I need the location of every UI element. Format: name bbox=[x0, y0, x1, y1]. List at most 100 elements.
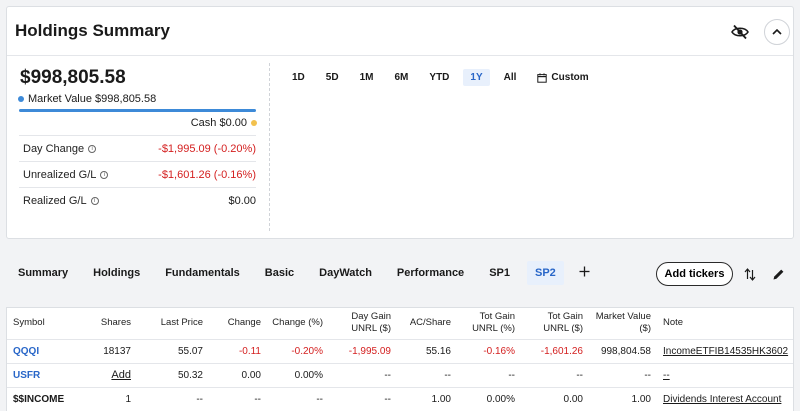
view-tabs: Summary Holdings Fundamentals Basic DayW… bbox=[10, 260, 596, 286]
allocation-bar bbox=[19, 109, 256, 112]
tot-gain-pct-cell: -- bbox=[457, 362, 521, 387]
last-price-cell: 55.07 bbox=[137, 338, 209, 363]
column-header[interactable]: Change (%) bbox=[272, 317, 323, 329]
market-value-legend: Market Value $998,805.58 bbox=[18, 93, 156, 105]
column-header[interactable]: Market Value ($) bbox=[595, 311, 651, 335]
symbol-link[interactable]: USFR bbox=[13, 369, 41, 381]
add-tickers-button[interactable]: Add tickers bbox=[656, 262, 733, 286]
metric-label: Realized G/L bbox=[23, 194, 87, 207]
range-1d[interactable]: 1D bbox=[292, 72, 305, 83]
note-link[interactable]: -- bbox=[663, 369, 670, 381]
cash-label: Cash $0.00 bbox=[190, 117, 247, 129]
total-value: $998,805.58 bbox=[20, 67, 126, 88]
change-cell: 0.00 bbox=[209, 362, 267, 387]
market-value-cell: 1.00 bbox=[589, 386, 657, 411]
page-title: Holdings Summary bbox=[15, 21, 170, 40]
note-link[interactable]: IncomeETFIB14535HK3602 bbox=[663, 345, 789, 357]
column-header[interactable]: AC/Share bbox=[409, 317, 451, 329]
custom-range-label: Custom bbox=[551, 72, 589, 83]
ac-share-cell: 1.00 bbox=[397, 386, 457, 411]
range-ytd[interactable]: YTD bbox=[429, 72, 450, 83]
collapse-button[interactable] bbox=[764, 19, 790, 45]
tab-daywatch[interactable]: DayWatch bbox=[319, 267, 372, 279]
range-6m[interactable]: 6M bbox=[394, 72, 409, 83]
tot-gain-cell: -1,601.26 bbox=[521, 338, 589, 363]
cash-dot bbox=[251, 120, 257, 126]
shares-cell: 1 bbox=[79, 386, 137, 411]
calendar-icon bbox=[537, 72, 548, 83]
tab-sp1[interactable]: SP1 bbox=[489, 267, 510, 279]
add-tab-button[interactable] bbox=[573, 264, 596, 282]
column-header[interactable]: Tot Gain UNRL ($) bbox=[543, 311, 583, 335]
pencil-icon bbox=[773, 269, 783, 279]
day-gain-cell: -- bbox=[329, 386, 397, 411]
column-header[interactable]: Symbol bbox=[13, 317, 45, 329]
column-header[interactable]: Last Price bbox=[160, 317, 203, 329]
table-row: USFR Add 50.32 0.00 0.00% -- -- -- -- --… bbox=[7, 362, 793, 387]
market-value-cell: -- bbox=[589, 362, 657, 387]
ac-share-cell: -- bbox=[397, 362, 457, 387]
tab-holdings[interactable]: Holdings bbox=[93, 267, 141, 279]
column-header[interactable]: Day Gain UNRL ($) bbox=[351, 311, 391, 335]
info-icon[interactable]: i bbox=[90, 196, 99, 205]
holdings-table-card: Symbol Shares Last Price Change Change (… bbox=[6, 307, 794, 411]
column-header[interactable]: Change bbox=[227, 317, 261, 329]
cash-legend: Cash $0.00 bbox=[19, 117, 257, 129]
tot-gain-pct-cell: -0.16% bbox=[457, 338, 521, 363]
range-1y[interactable]: 1Y bbox=[463, 69, 490, 86]
chevron-up-icon bbox=[772, 29, 782, 35]
time-range-selector: 1D 5D 1M 6M YTD 1Y All Custom bbox=[285, 69, 596, 86]
sort-arrows-icon bbox=[744, 267, 756, 281]
sort-button[interactable] bbox=[742, 266, 758, 282]
eye-slash-icon bbox=[731, 24, 749, 40]
symbol-link[interactable]: QQQI bbox=[13, 345, 40, 357]
shares-cell: 18137 bbox=[79, 338, 137, 363]
column-header[interactable]: Note bbox=[663, 317, 684, 329]
metric-realized-gl: Realized G/L i $0.00 bbox=[19, 187, 256, 213]
market-value-label: Market Value $998,805.58 bbox=[28, 93, 157, 105]
tot-gain-cell: 0.00 bbox=[521, 386, 589, 411]
metric-value: -$1,601.26 (-0.16%) bbox=[158, 168, 256, 181]
holdings-summary-card: Holdings Summary $998,805.58 Market Valu… bbox=[6, 6, 794, 239]
plus-icon bbox=[579, 266, 590, 277]
tab-sp2[interactable]: SP2 bbox=[526, 261, 564, 285]
note-link[interactable]: Dividends Interest Account bbox=[663, 393, 782, 405]
tot-gain-cell: -- bbox=[521, 362, 589, 387]
last-price-cell: -- bbox=[137, 386, 209, 411]
ac-share-cell: 55.16 bbox=[397, 338, 457, 363]
tab-basic[interactable]: Basic bbox=[264, 267, 295, 279]
divider bbox=[7, 55, 793, 56]
market-value-dot bbox=[18, 96, 24, 102]
range-all[interactable]: All bbox=[503, 72, 517, 83]
market-value-cell: 998,804.58 bbox=[589, 338, 657, 363]
range-custom[interactable]: Custom bbox=[530, 69, 595, 86]
change-cell: -0.11 bbox=[209, 338, 267, 363]
range-5d[interactable]: 5D bbox=[325, 72, 339, 83]
range-1m[interactable]: 1M bbox=[359, 72, 374, 83]
table-row: QQQI 18137 55.07 -0.11 -0.20% -1,995.09 … bbox=[7, 338, 793, 363]
table-row: $$INCOME 1 -- -- -- -- 1.00 0.00% 0.00 1… bbox=[7, 386, 793, 411]
metric-value: $0.00 bbox=[228, 194, 256, 207]
change-cell: -- bbox=[209, 386, 267, 411]
tab-summary[interactable]: Summary bbox=[18, 267, 69, 279]
column-header[interactable]: Tot Gain UNRL (%) bbox=[472, 311, 515, 335]
info-icon[interactable]: i bbox=[100, 170, 109, 179]
change-pct-cell: 0.00% bbox=[267, 362, 329, 387]
add-shares-link[interactable]: Add bbox=[111, 369, 131, 381]
column-header[interactable]: Shares bbox=[100, 317, 131, 329]
metric-value: -$1,995.09 (-0.20%) bbox=[158, 142, 256, 155]
metric-label: Day Change bbox=[23, 142, 85, 155]
metric-unrealized-gl: Unrealized G/L i -$1,601.26 (-0.16%) bbox=[19, 161, 256, 187]
change-pct-cell: -- bbox=[267, 386, 329, 411]
last-price-cell: 50.32 bbox=[137, 362, 209, 387]
edit-button[interactable] bbox=[770, 266, 786, 282]
day-gain-cell: -- bbox=[329, 362, 397, 387]
tot-gain-pct-cell: 0.00% bbox=[457, 386, 521, 411]
column-divider bbox=[269, 63, 270, 231]
hide-values-button[interactable] bbox=[729, 21, 751, 43]
tab-fundamentals[interactable]: Fundamentals bbox=[165, 267, 240, 279]
tab-performance[interactable]: Performance bbox=[396, 267, 465, 279]
symbol-cell: $$INCOME bbox=[7, 386, 79, 411]
holdings-table: Symbol Shares Last Price Change Change (… bbox=[7, 308, 793, 411]
info-icon[interactable]: i bbox=[88, 144, 97, 153]
